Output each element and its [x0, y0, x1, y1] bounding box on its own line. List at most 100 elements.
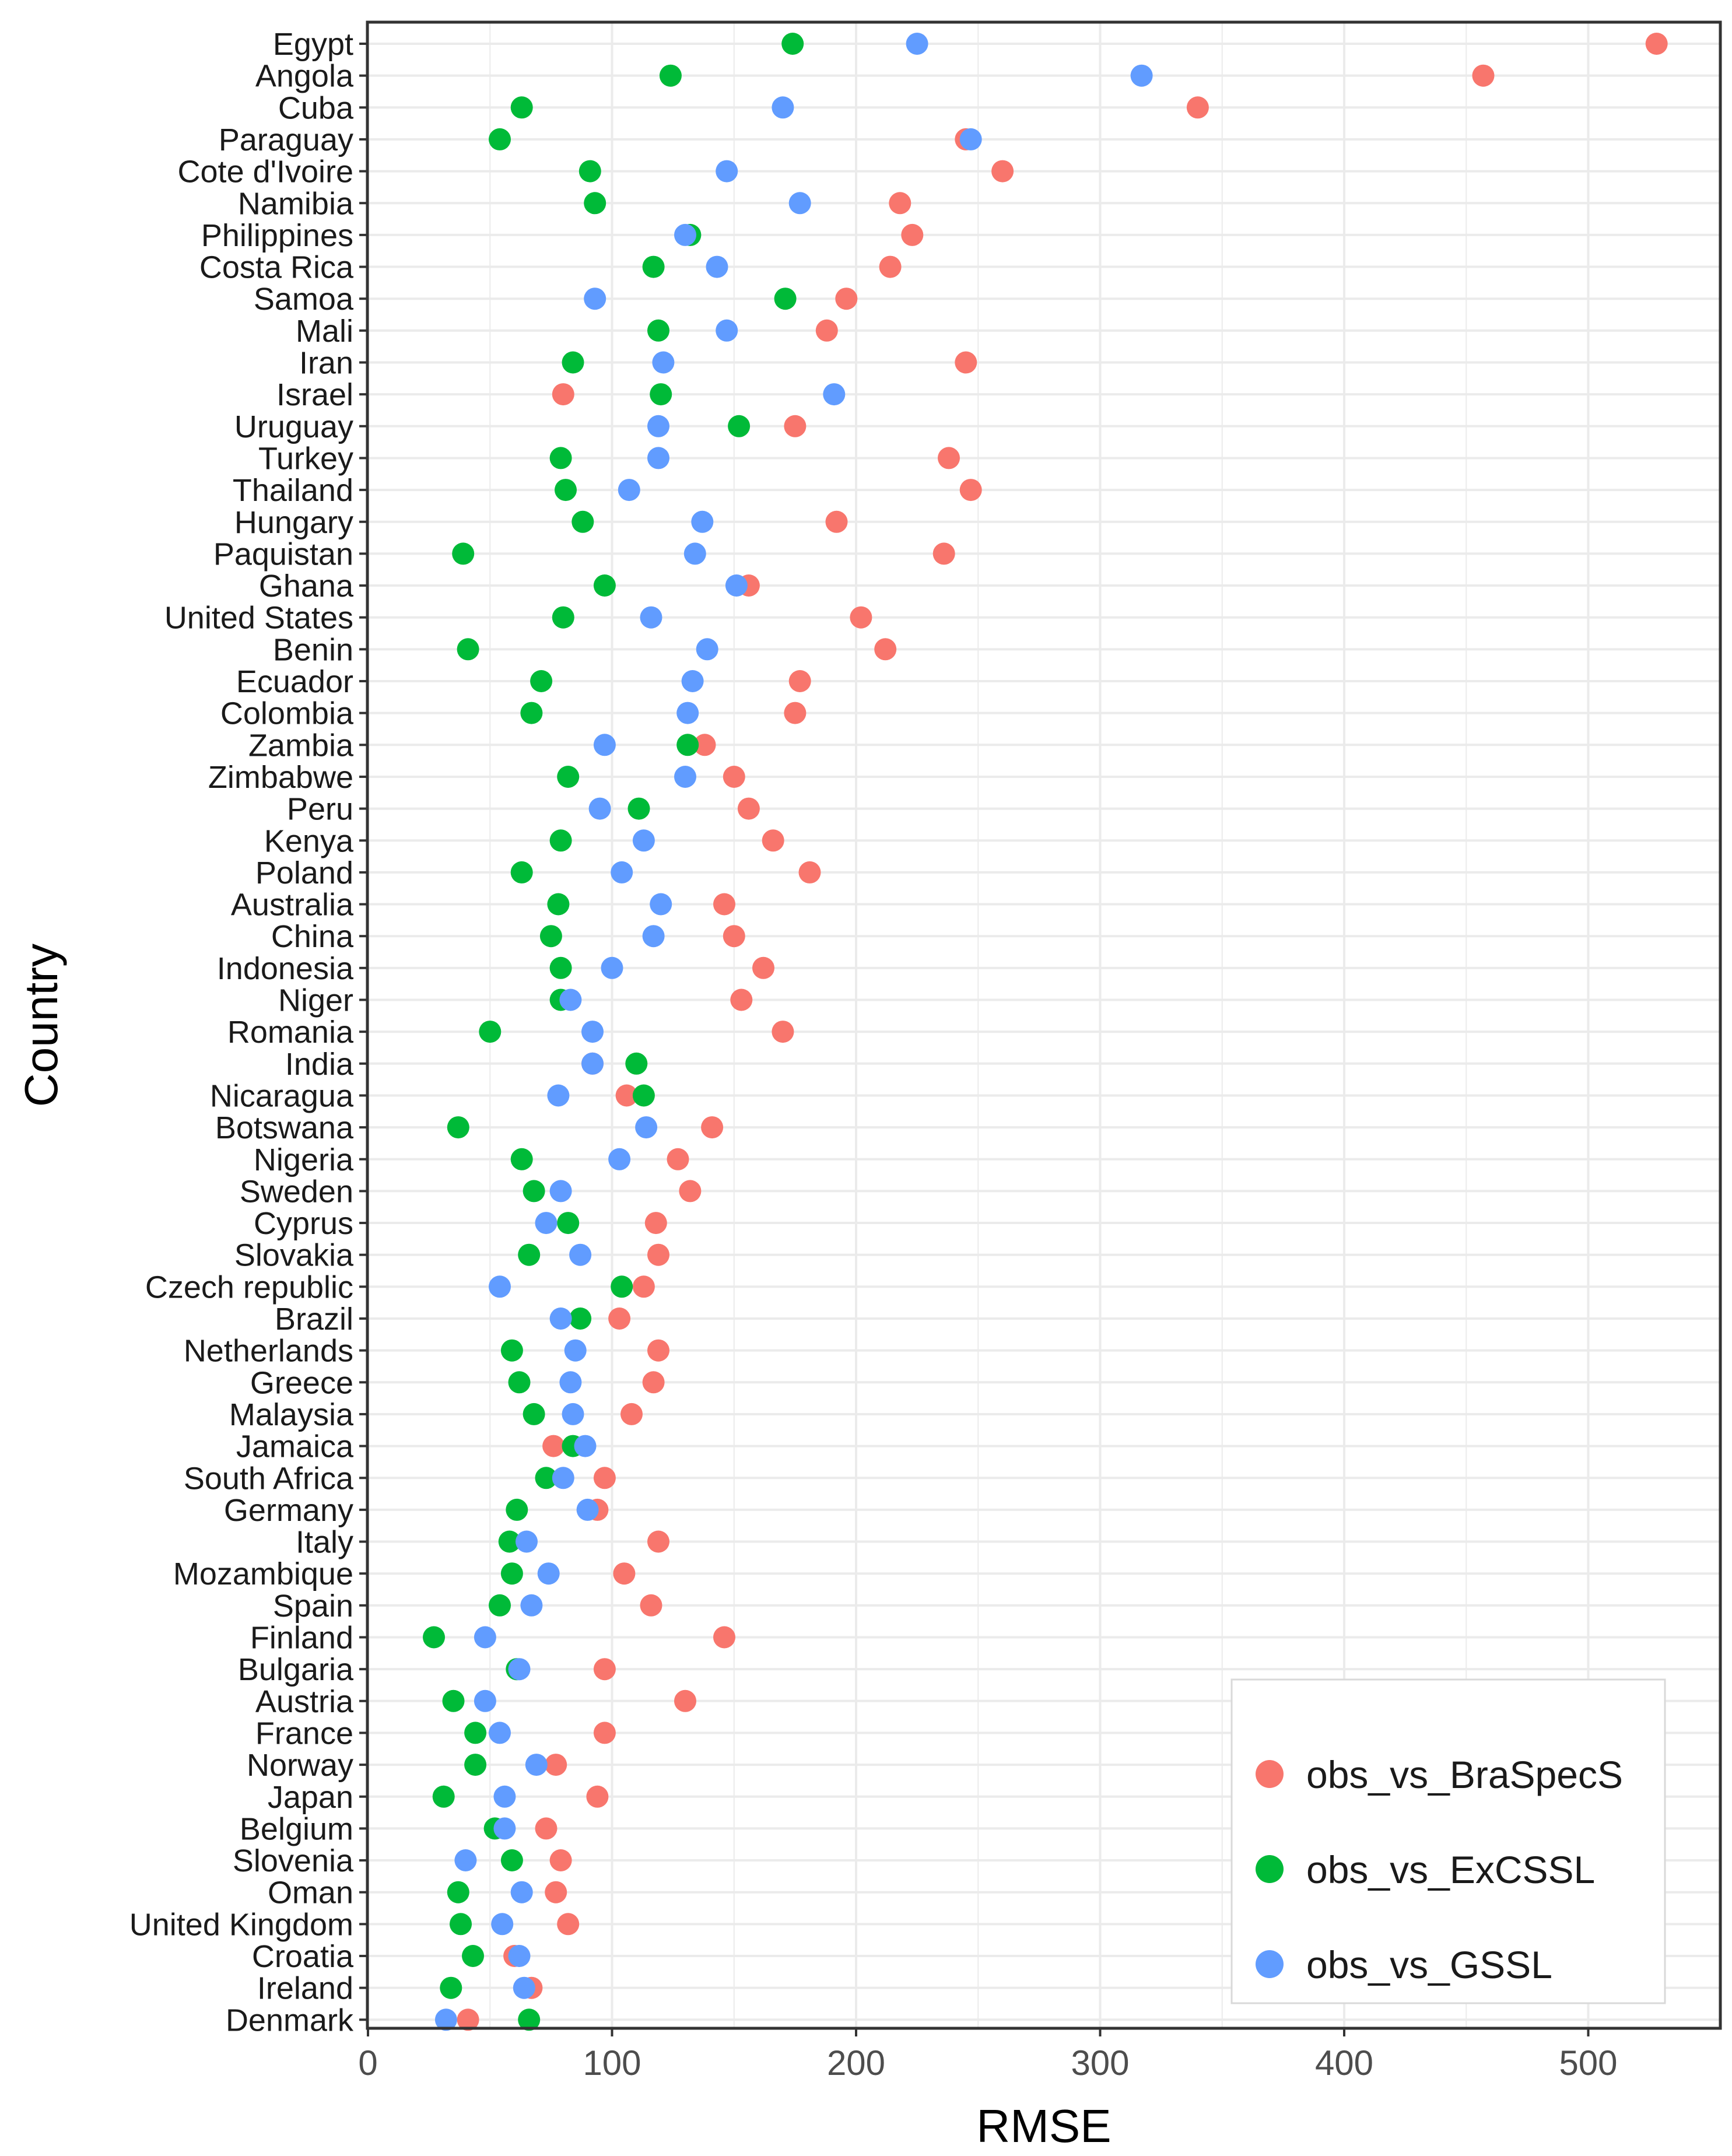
y-tick-label: Finland: [250, 1621, 353, 1656]
data-point: [578, 160, 601, 183]
data-point: [696, 638, 718, 661]
data-point: [701, 1116, 724, 1139]
data-point: [569, 1243, 592, 1266]
data-point: [547, 1084, 570, 1107]
data-point: [676, 702, 699, 724]
data-point: [545, 1754, 567, 1776]
series-obs_vs_GSSL: [434, 33, 1153, 2031]
data-point: [457, 2008, 479, 2031]
data-point: [991, 160, 1014, 183]
data-point: [774, 288, 797, 310]
y-tick-label: Slovenia: [233, 1843, 354, 1878]
y-tick-label: Namibia: [238, 186, 354, 221]
data-point: [728, 415, 751, 437]
y-tick-label: Iran: [299, 346, 353, 381]
data-point: [676, 734, 699, 756]
data-point: [498, 1530, 521, 1553]
y-tick-label: Netherlands: [184, 1334, 353, 1369]
data-point: [525, 1754, 548, 1776]
data-point: [457, 638, 479, 661]
data-point: [434, 2008, 457, 2031]
data-point: [588, 797, 611, 820]
data-point: [652, 351, 675, 374]
data-point: [642, 925, 665, 948]
data-point: [772, 96, 794, 119]
y-tick-label: Samoa: [254, 282, 354, 317]
data-point: [737, 797, 760, 820]
data-point: [781, 33, 804, 55]
data-point: [752, 956, 774, 979]
data-point: [432, 1785, 455, 1808]
data-point: [716, 319, 738, 342]
data-point: [549, 829, 572, 852]
data-point: [549, 1180, 572, 1203]
data-point: [506, 1498, 528, 1521]
data-point: [508, 1371, 531, 1394]
data-point: [644, 1212, 667, 1235]
data-point: [523, 1403, 545, 1425]
data-point: [681, 670, 704, 692]
data-point: [562, 1403, 584, 1425]
legend-key: [1256, 1760, 1284, 1788]
data-point: [713, 1626, 735, 1649]
y-tick-label: Jamaica: [236, 1429, 354, 1464]
y-tick-label: Czech republic: [145, 1270, 353, 1305]
data-point: [520, 702, 543, 724]
y-tick-label: Mozambique: [173, 1556, 353, 1591]
data-point: [516, 1530, 538, 1553]
data-point: [611, 1275, 633, 1298]
y-tick-label: Cote d'Ivoire: [178, 155, 353, 190]
y-tick-label: South Africa: [184, 1461, 354, 1496]
data-point: [725, 574, 748, 597]
data-point: [562, 351, 584, 374]
data-point: [955, 351, 977, 374]
data-point: [608, 1307, 631, 1330]
data-point: [706, 255, 728, 278]
y-tick-label: Bulgaria: [238, 1652, 354, 1687]
data-point: [723, 766, 745, 788]
y-tick-label: Romania: [227, 1015, 354, 1050]
data-point: [489, 128, 511, 150]
data-point: [474, 1626, 496, 1649]
data-point: [635, 1116, 658, 1139]
data-point: [564, 1339, 587, 1362]
data-point: [788, 192, 811, 215]
y-tick-label: Zambia: [248, 728, 354, 763]
series-obs_vs_BraSpecS: [457, 33, 1668, 2031]
data-point: [462, 1945, 484, 1967]
y-tick-label: Austria: [255, 1684, 354, 1719]
data-point: [537, 1562, 560, 1585]
data-point: [500, 1849, 523, 1871]
data-point: [593, 734, 616, 756]
data-point: [959, 128, 982, 150]
y-tick-label: Slovakia: [234, 1238, 354, 1273]
data-point: [557, 1913, 580, 1936]
y-tick-label: Ireland: [257, 1971, 353, 2006]
data-point: [611, 861, 633, 884]
data-point: [452, 542, 475, 565]
data-point: [1130, 64, 1153, 87]
data-point: [535, 1212, 558, 1235]
y-tick-label: Japan: [268, 1780, 353, 1815]
x-tick-label: 100: [583, 2043, 641, 2083]
data-point: [632, 1275, 655, 1298]
y-tick-label: Malaysia: [229, 1397, 354, 1432]
data-point: [447, 1881, 469, 1903]
data-point: [440, 1976, 462, 1999]
y-tick-label: Australia: [231, 888, 354, 923]
data-point: [959, 479, 982, 502]
data-point: [762, 829, 784, 852]
data-point: [642, 255, 665, 278]
data-point: [901, 223, 924, 246]
data-point: [464, 1754, 487, 1776]
legend-label: obs_vs_BraSpecS: [1306, 1753, 1623, 1796]
data-point: [1645, 33, 1668, 55]
legend-key: [1256, 1950, 1284, 1978]
data-point: [474, 1689, 496, 1712]
y-tick-label: Italy: [296, 1525, 353, 1560]
y-tick-label: Hungary: [234, 505, 353, 540]
legend: obs_vs_BraSpecS obs_vs_ExCSSL obs_vs_GSSL: [1230, 1678, 1666, 2004]
data-point: [557, 766, 580, 788]
y-tick-label: Denmark: [226, 2003, 354, 2038]
